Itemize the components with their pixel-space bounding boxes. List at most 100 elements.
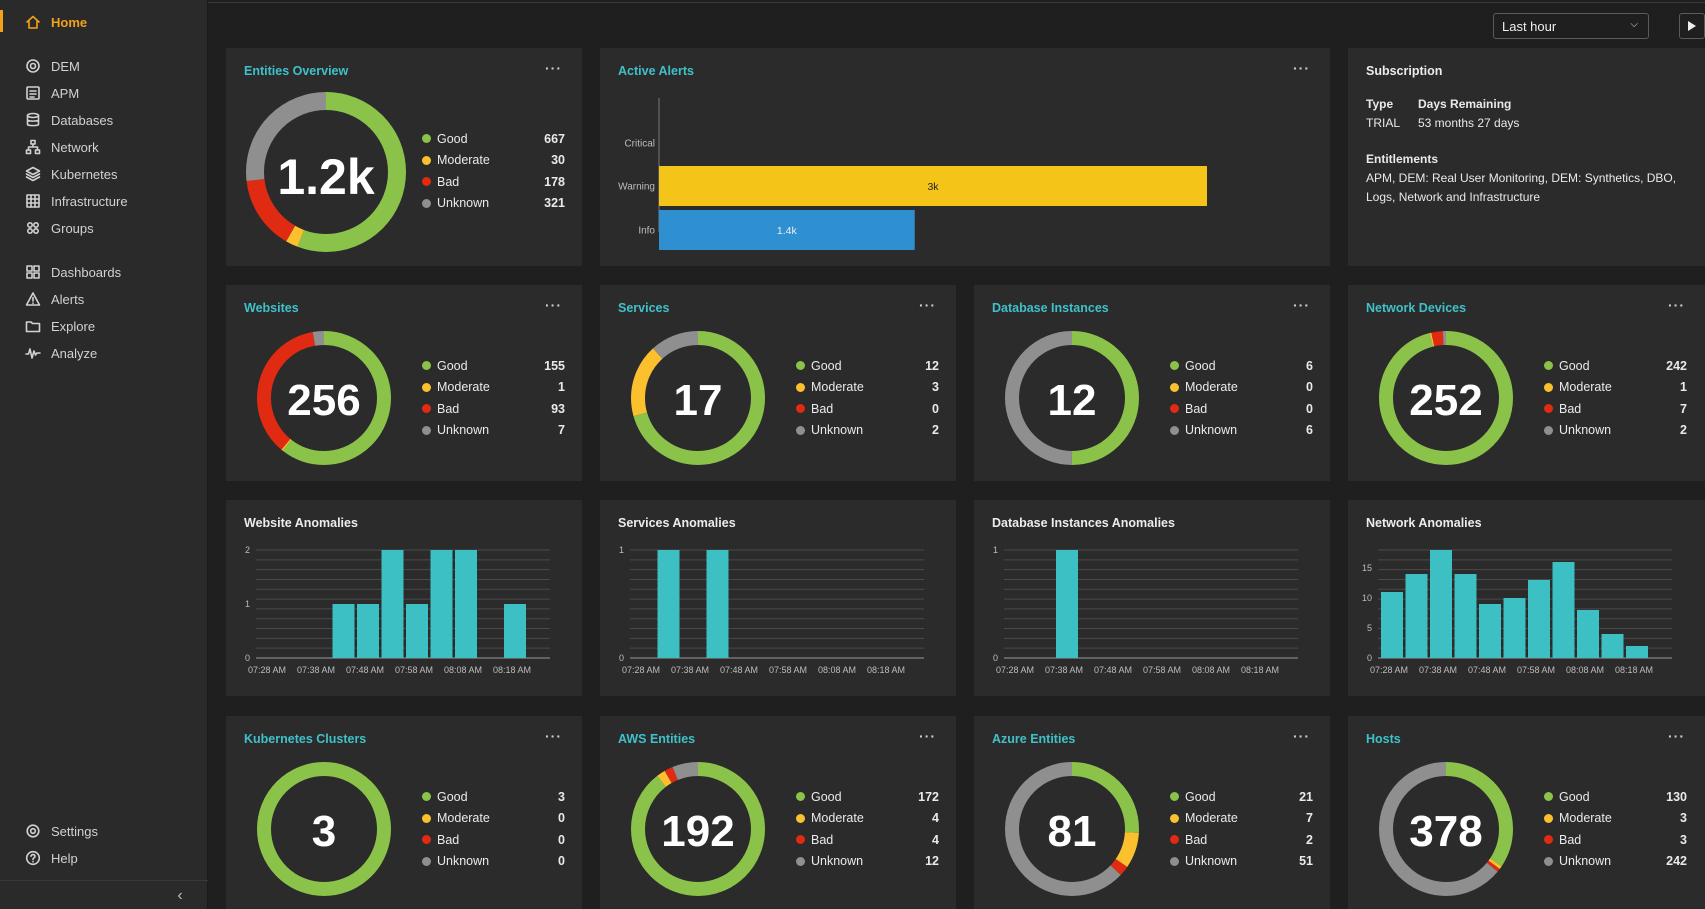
x-tick-label: 07:48 AM — [720, 665, 758, 675]
sidebar-item-analyze[interactable]: Analyze — [24, 341, 97, 365]
card-menu-button[interactable]: ··· — [919, 297, 936, 313]
anomaly-bar[interactable] — [1601, 634, 1624, 658]
card-menu-button[interactable]: ··· — [545, 297, 562, 313]
status-dot — [1544, 361, 1553, 371]
anomaly-bar[interactable] — [1528, 580, 1550, 658]
anomaly-bar[interactable] — [332, 604, 355, 658]
anomaly-bar[interactable] — [1479, 604, 1501, 658]
legend-item-unknown: Unknown 242 — [1544, 851, 1687, 873]
card-menu-button[interactable]: ··· — [545, 60, 562, 76]
sidebar-item-dem[interactable]: DEM — [24, 54, 80, 78]
card-title[interactable]: Azure Entities — [992, 732, 1076, 746]
anomaly-bar[interactable] — [1626, 646, 1648, 658]
alert-bar-warning[interactable] — [659, 166, 1207, 206]
collapse-sidebar-button[interactable]: ‹ — [177, 887, 183, 904]
time-range-value: Last hour — [1502, 18, 1557, 34]
play-button[interactable] — [1679, 13, 1705, 39]
sidebar-item-settings[interactable]: Settings — [24, 819, 98, 843]
card-menu-button[interactable]: ··· — [545, 728, 562, 744]
x-tick-label: 07:28 AM — [996, 665, 1034, 675]
donut-segment-unknown — [246, 92, 406, 252]
anomaly-bar[interactable] — [504, 604, 526, 658]
legend-item-unknown: Unknown 0 — [422, 851, 565, 873]
card-title[interactable]: Hosts — [1366, 732, 1401, 746]
sidebar-item-infrastructure[interactable]: Infrastructure — [24, 189, 128, 213]
anomaly-bar[interactable] — [1381, 592, 1403, 658]
card-title[interactable]: Websites — [244, 301, 299, 315]
legend-label: Bad — [811, 401, 834, 416]
status-dot — [796, 835, 805, 845]
card-menu-button[interactable]: ··· — [1668, 297, 1685, 313]
card-title[interactable]: Network Devices — [1366, 301, 1467, 315]
x-tick-label: 07:38 AM — [671, 665, 709, 675]
status-donut-chart — [1005, 331, 1139, 465]
legend-item-bad: Bad 4 — [796, 829, 939, 851]
sidebar-item-databases[interactable]: Databases — [24, 108, 113, 132]
anomaly-bar[interactable] — [1503, 598, 1526, 658]
x-tick-label: 07:58 AM — [1143, 665, 1181, 675]
card-title[interactable]: Entities Overview — [244, 64, 349, 78]
card-title[interactable]: AWS Entities — [618, 732, 696, 746]
anomaly-bar[interactable] — [1454, 574, 1477, 658]
anomaly-bar[interactable] — [1577, 610, 1599, 658]
y-tick-label: 0 — [245, 653, 250, 663]
status-dot — [1544, 425, 1553, 435]
anomaly-bar[interactable] — [406, 604, 428, 658]
sidebar-item-apm[interactable]: APM — [24, 81, 79, 105]
card-title[interactable]: Active Alerts — [618, 64, 694, 78]
anomaly-bar[interactable] — [357, 604, 379, 658]
status-dot — [1170, 361, 1179, 371]
anomaly-bar[interactable] — [1552, 562, 1575, 658]
legend-value: 1 — [558, 380, 565, 395]
top-divider — [208, 2, 1705, 3]
anomaly-bar[interactable] — [430, 550, 453, 658]
anomaly-bar[interactable] — [657, 550, 680, 658]
sidebar-item-dashboards[interactable]: Dashboards — [24, 260, 121, 284]
anomaly-bar[interactable] — [1430, 550, 1452, 658]
anomaly-bar[interactable] — [1056, 550, 1078, 658]
sidebar-item-groups[interactable]: Groups — [24, 216, 94, 240]
sidebar-item-network[interactable]: Network — [24, 135, 99, 159]
status-dot — [422, 134, 431, 144]
x-tick-label: 07:38 AM — [1045, 665, 1083, 675]
sidebar-item-kubernetes[interactable]: Kubernetes — [24, 162, 118, 186]
sidebar-item-label: Infrastructure — [51, 193, 128, 209]
card-menu-button[interactable]: ··· — [1293, 728, 1310, 744]
card-title[interactable]: Database Instances — [992, 301, 1109, 315]
time-range-select[interactable]: Last hour ⌵ — [1493, 13, 1649, 39]
x-tick-label: 08:08 AM — [1192, 665, 1230, 675]
card-menu-button[interactable]: ··· — [1293, 60, 1310, 76]
status-total: 12 — [1047, 376, 1097, 425]
card-title[interactable]: Kubernetes Clusters — [244, 732, 367, 746]
hosts-card: Hosts ··· 378 Good 130 Moderate 3 Bad 3 Unknown 24… — [1348, 716, 1705, 909]
x-tick-label: 07:58 AM — [395, 665, 433, 675]
legend-value: 155 — [544, 358, 565, 373]
anomaly-bar[interactable] — [381, 550, 404, 658]
legend-item-moderate: Moderate 1 — [1544, 377, 1687, 399]
legend-label: Bad — [811, 832, 834, 847]
legend-value: 3 — [558, 789, 565, 804]
sidebar-item-home[interactable]: Home — [24, 10, 87, 34]
card-menu-button[interactable]: ··· — [1293, 297, 1310, 313]
anomaly-bar[interactable] — [455, 550, 477, 658]
alert-bar-info[interactable] — [659, 210, 915, 250]
card-menu-button[interactable]: ··· — [1668, 728, 1685, 744]
anomaly-bar[interactable] — [706, 550, 729, 658]
anomaly-bar-chart: 0 5 10 15 07:28 AM 07:38 AM 07:48 AM 07:58 AM 08… — [1362, 549, 1672, 675]
status-dot — [1170, 835, 1179, 845]
sidebar-item-help[interactable]: Help — [24, 846, 78, 870]
kubernetes-icon — [24, 165, 42, 183]
card-title[interactable]: Services — [618, 301, 670, 315]
status-dot — [1170, 382, 1179, 392]
legend-label: Moderate — [1559, 811, 1612, 826]
anomaly-bar[interactable] — [1405, 574, 1428, 658]
legend-item-bad: Bad 93 — [422, 398, 565, 420]
sidebar-item-alerts[interactable]: Alerts — [24, 287, 84, 311]
card-menu-button[interactable]: ··· — [919, 728, 936, 744]
entities-donut-chart — [246, 92, 406, 252]
sidebar-item-label: Groups — [51, 220, 94, 236]
sidebar-item-explore[interactable]: Explore — [24, 314, 95, 338]
dem-icon — [24, 57, 42, 75]
x-tick-label: 08:18 AM — [1241, 665, 1279, 675]
legend-item-moderate: Moderate 30 — [422, 150, 565, 172]
